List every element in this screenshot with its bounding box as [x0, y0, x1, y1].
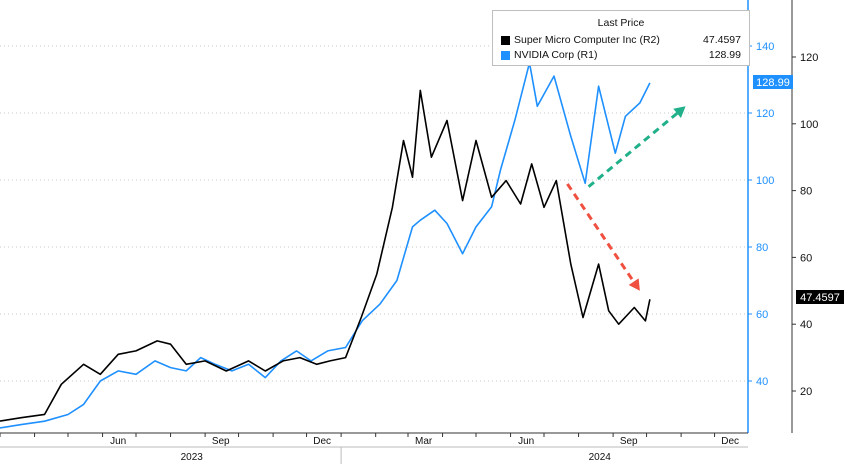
r1-tick-label: 100	[756, 175, 774, 187]
x-tick-label: Sep	[620, 436, 638, 447]
year-label: 2024	[589, 452, 612, 463]
r1-tick-label: 60	[756, 309, 768, 321]
x-tick-label: Dec	[721, 436, 739, 447]
x-axis-ticks: Jun Sep Dec Mar Jun Sep Dec 2023 2024	[0, 433, 739, 464]
legend-swatch-smci	[501, 35, 510, 45]
legend-item-nvda: NVIDIA Corp (R1) 128.99	[501, 48, 741, 62]
r2-tick-label: 80	[800, 186, 812, 198]
r1-tick-label: 140	[756, 41, 774, 53]
nvda-price-tag-text: 128.99	[756, 77, 790, 89]
trend-arrows	[566, 106, 686, 291]
x-tick-label: Jun	[518, 436, 534, 447]
r2-tick-label: 120	[800, 52, 818, 64]
smci-price-tag-text: 47.4597	[800, 292, 840, 304]
nvda-price-tag: 128.99	[753, 75, 793, 89]
gridlines	[0, 45, 748, 382]
legend-label-smci: Super Micro Computer Inc (R2)	[514, 34, 660, 46]
series-lines	[0, 61, 651, 429]
r2-tick-label: 100	[800, 119, 818, 131]
axes	[0, 0, 793, 448]
r2-tick-label: 40	[800, 319, 812, 331]
r1-axis-ticks: 40 60 80 100 120 140	[748, 41, 774, 388]
r1-tick-label: 40	[756, 376, 768, 388]
r2-tick-label: 20	[800, 386, 812, 398]
year-label: 2023	[181, 452, 204, 463]
legend: Last Price Super Micro Computer Inc (R2)…	[492, 10, 750, 66]
r2-axis-ticks: 20 40 60 80 100 120	[792, 52, 818, 398]
legend-item-smci: Super Micro Computer Inc (R2) 47.4597	[501, 33, 741, 47]
legend-label-nvda: NVIDIA Corp (R1)	[514, 49, 598, 61]
r1-tick-label: 80	[756, 242, 768, 254]
x-tick-label: Jun	[110, 436, 126, 447]
nvda-line	[0, 61, 651, 429]
uptrend-arrow-head	[673, 106, 686, 118]
legend-value-nvda: 128.99	[708, 49, 741, 61]
downtrend-arrow-line	[566, 183, 635, 283]
x-tick-label: Sep	[212, 436, 230, 447]
downtrend-arrow-head	[628, 278, 640, 291]
x-tick-label: Mar	[415, 436, 433, 447]
smci-line	[0, 89, 651, 422]
legend-swatch-nvda	[501, 50, 510, 60]
legend-value-smci: 47.4597	[703, 34, 741, 46]
x-tick-label: Dec	[313, 436, 331, 447]
smci-price-tag: 47.4597	[796, 290, 844, 304]
r2-tick-label: 60	[800, 252, 812, 264]
r1-tick-label: 120	[756, 108, 774, 120]
legend-title: Last Price	[597, 17, 645, 29]
uptrend-arrow-line	[587, 112, 679, 188]
